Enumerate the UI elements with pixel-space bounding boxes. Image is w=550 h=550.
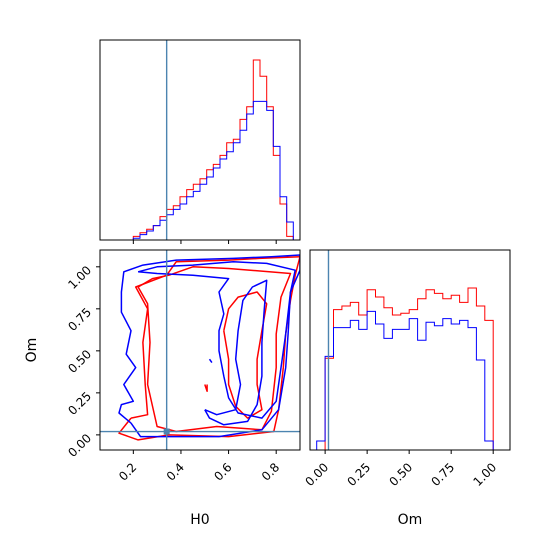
joint-y-tick-label: 0.25 xyxy=(65,389,94,418)
joint-contour-series-1-level-1 xyxy=(137,261,296,419)
joint-truth-marker xyxy=(163,428,170,435)
joint-y-tick-label: 1.00 xyxy=(65,263,94,292)
joint-x-tick-label: 0.4 xyxy=(164,460,187,483)
h0-om-joint-contour-panel: 0.2 0.4 0.6 0.8 0.00 0.25 0.50 0.75 1.00 xyxy=(65,249,301,484)
joint-contour-series-0-level-3 xyxy=(204,384,208,392)
om-histogram-frame xyxy=(309,249,511,451)
joint-y-tick-label: 0.50 xyxy=(65,347,94,376)
om-marginal-histogram-panel: 0.00 0.25 0.50 0.75 1.00 xyxy=(302,249,511,489)
joint-y-tick-label: 0.00 xyxy=(65,431,94,460)
om-x-axis-label: Om xyxy=(398,512,423,528)
h0-histogram-series-1 xyxy=(100,100,300,240)
joint-contour-series-1-level-3 xyxy=(208,358,213,364)
joint-y-axis-label: Om xyxy=(24,338,40,363)
om-hist-x-tick-label: 1.00 xyxy=(471,460,500,489)
h0-histogram-frame xyxy=(99,39,301,241)
om-histogram-series-1 xyxy=(316,310,502,450)
axis-labels: H0 Om Om xyxy=(24,338,422,528)
joint-contour-series-0-level-0 xyxy=(118,255,300,441)
joint-x-axis-label: H0 xyxy=(190,512,209,528)
joint-contour-series-0-level-1 xyxy=(137,266,292,433)
joint-contour-series-1-level-2 xyxy=(204,279,268,426)
joint-frame xyxy=(99,249,301,451)
om-hist-x-tick-label: 0.00 xyxy=(302,460,331,489)
joint-x-tick-label: 0.2 xyxy=(116,460,139,483)
joint-y-tick-label: 0.75 xyxy=(65,305,94,334)
om-hist-x-tick-label: 0.50 xyxy=(386,460,415,489)
joint-contour-series-0-level-2 xyxy=(223,291,268,419)
om-histogram-series-0 xyxy=(316,287,502,450)
h0-histogram-series-0 xyxy=(100,59,300,240)
joint-x-tick-label: 0.8 xyxy=(259,460,282,483)
h0-marginal-histogram-panel xyxy=(99,39,301,244)
om-hist-x-tick-label: 0.75 xyxy=(429,460,458,489)
joint-contour-series-1-level-0 xyxy=(118,254,300,438)
joint-x-tick-label: 0.6 xyxy=(211,460,234,483)
om-hist-x-tick-label: 0.25 xyxy=(344,460,373,489)
